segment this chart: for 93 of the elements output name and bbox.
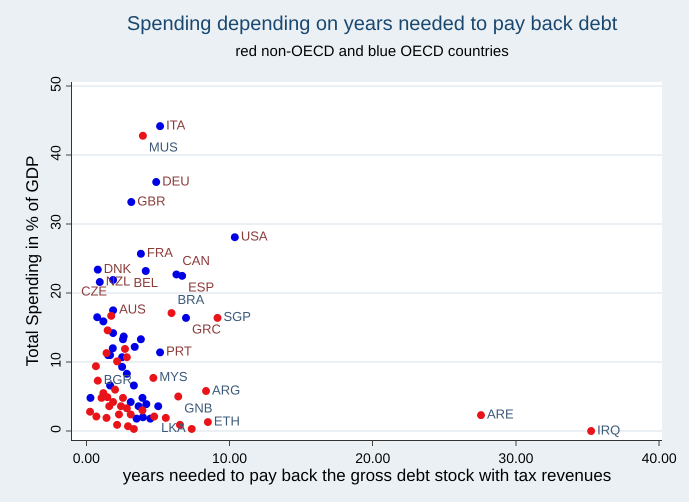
data-label: ARE: [486, 406, 514, 422]
point: [92, 362, 100, 370]
point: [113, 357, 122, 366]
point: [136, 250, 145, 258]
point: [118, 394, 127, 402]
point: [130, 382, 138, 390]
point: [138, 132, 147, 140]
data-label: ITA: [166, 117, 186, 132]
point: [214, 314, 222, 322]
data-label: GBR: [137, 193, 166, 208]
point: [107, 312, 116, 320]
data-label: PRT: [166, 344, 192, 359]
data-label: MYS: [159, 369, 188, 384]
point: [136, 335, 145, 344]
point: [156, 122, 164, 130]
chart-title: Spending depending on years needed to pay back debt: [126, 13, 618, 36]
data-label: CZE: [81, 284, 108, 299]
point: [111, 386, 120, 394]
point: [102, 414, 111, 422]
point: [142, 267, 150, 275]
point: [86, 394, 94, 402]
point: [126, 410, 135, 418]
point: [188, 424, 196, 433]
point: [93, 313, 102, 322]
data-label: LKA: [161, 420, 186, 436]
point: [99, 317, 108, 326]
point: [204, 418, 212, 426]
y-tick-label: 30: [47, 214, 64, 230]
point: [182, 314, 190, 322]
y-tick-label: 40: [47, 145, 64, 161]
data-label: SGP: [224, 309, 251, 324]
point: [132, 414, 141, 423]
point: [96, 278, 104, 286]
x-tick-label: 40.00: [642, 450, 677, 466]
point: [168, 309, 176, 318]
y-tick-label: 10: [47, 352, 64, 368]
y-tick-label: 0: [47, 424, 64, 433]
data-label: IRQ: [597, 422, 620, 438]
x-tick-label: 0.00: [72, 450, 100, 466]
point: [174, 392, 182, 401]
data-label: ARG: [212, 382, 240, 398]
point: [150, 412, 158, 421]
point: [98, 394, 106, 402]
point: [130, 424, 138, 433]
data-label: FRA: [146, 245, 174, 260]
point: [156, 348, 164, 356]
point: [113, 420, 122, 429]
y-tick-label: 20: [47, 282, 64, 299]
data-label: AUS: [119, 302, 146, 317]
point: [122, 353, 131, 362]
point: [154, 402, 162, 410]
point: [178, 272, 186, 280]
y-axis-title: Total Spending in % of GDP: [22, 156, 42, 366]
point: [149, 374, 158, 382]
point: [92, 412, 100, 421]
x-axis-title: years needed to pay back the gross debt stock with tax revenues: [122, 466, 612, 486]
point: [94, 376, 102, 385]
point: [202, 387, 210, 396]
point: [162, 414, 170, 422]
data-label: BEL: [133, 274, 158, 290]
point: [104, 326, 112, 334]
point: [587, 427, 596, 436]
data-label: USA: [240, 228, 268, 244]
point: [122, 404, 131, 412]
point: [127, 198, 136, 206]
data-label: MUS: [148, 140, 178, 155]
point: [120, 344, 129, 353]
chart-subtitle: red non-OECD and blue OECD countries: [235, 43, 509, 60]
point: [152, 178, 160, 186]
x-tick-label: 20.00: [355, 450, 390, 466]
point: [138, 394, 146, 402]
data-label: DEU: [162, 173, 190, 188]
point: [94, 266, 102, 274]
point: [126, 398, 135, 406]
point: [109, 398, 118, 406]
point: [230, 233, 239, 242]
x-tick-label: 10.00: [212, 450, 248, 466]
point: [130, 342, 139, 351]
y-tick-label: 50: [47, 76, 64, 92]
point: [118, 362, 126, 371]
data-label: GNB: [184, 400, 212, 416]
point: [142, 400, 150, 408]
point: [108, 344, 117, 352]
point: [86, 408, 94, 416]
data-label: GRC: [192, 322, 221, 337]
point: [476, 411, 485, 420]
point: [138, 406, 146, 414]
data-label: CAN: [182, 253, 210, 268]
data-label: BGR: [104, 372, 132, 387]
data-label: ETH: [214, 413, 240, 428]
data-label: DNK: [104, 260, 132, 276]
x-tick-label: 30.00: [498, 450, 534, 466]
point: [114, 410, 123, 418]
